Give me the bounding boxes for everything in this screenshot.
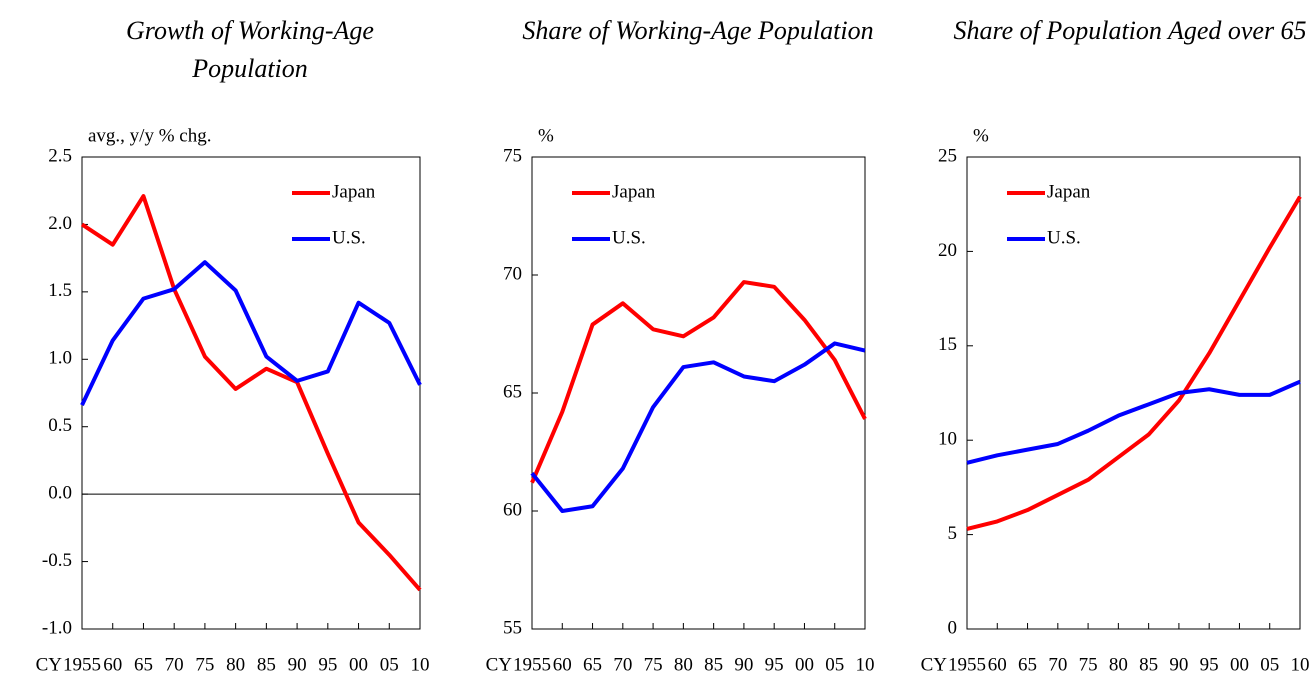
series-line [966,195,1302,531]
x-tick-label: 75 [1079,654,1098,675]
x-tick-label: 75 [644,654,663,675]
x-tick-label: 1955 [948,654,986,675]
y-tick-label: 55 [503,617,522,638]
legend-label: U.S. [612,227,646,248]
y-tick-label: -1.0 [42,617,72,638]
unit-label: % [973,125,989,146]
series-line [530,341,866,513]
chart-title: Share of Working-Age Population [522,16,874,45]
x-prefix: CY [486,654,513,675]
x-tick-label: 05 [825,654,844,675]
x-tick-label: 80 [226,654,245,675]
x-tick-label: 90 [1169,654,1188,675]
chart-title: Share of Population Aged over 65 [953,16,1307,45]
x-tick-label: 00 [795,654,814,675]
legend-label: Japan [332,181,376,202]
series-line [80,260,422,406]
x-tick-label: 00 [349,654,368,675]
plot-frame [966,156,1301,630]
plot-frame [81,156,421,630]
x-tick-label: 65 [1018,654,1037,675]
x-tick-label: 85 [704,654,723,675]
y-tick-label: 1.5 [48,280,72,301]
x-tick-label: 1955 [513,654,551,675]
x-tick-label: 85 [257,654,276,675]
x-tick-label: 10 [856,654,875,675]
y-tick-label: -0.5 [42,550,72,571]
series-line [966,379,1301,465]
x-tick-label: 10 [411,654,430,675]
x-tick-label: 70 [613,654,632,675]
x-tick-label: 1955 [63,654,101,675]
x-tick-label: 70 [1048,654,1067,675]
legend-label: U.S. [1047,227,1081,248]
y-tick-label: 0 [948,617,958,638]
y-tick-label: 2.0 [48,213,72,234]
x-prefix: CY [36,654,63,675]
x-tick-label: 80 [674,654,693,675]
x-tick-label: 75 [195,654,214,675]
y-tick-label: 20 [938,240,957,261]
x-tick-label: 05 [1260,654,1279,675]
x-tick-label: 95 [765,654,784,675]
x-tick-label: 65 [583,654,602,675]
legend-label: U.S. [332,227,366,248]
y-tick-label: 10 [938,429,957,450]
chart-title: Growth of Working-Age Population [126,16,374,83]
y-tick-label: 15 [938,334,957,355]
series-line [530,280,867,484]
x-tick-label: 95 [318,654,337,675]
x-tick-label: 90 [288,654,307,675]
plot-frame [531,156,866,630]
y-tick-label: 75 [503,145,522,166]
legend-label: Japan [1047,181,1091,202]
x-tick-label: 10 [1291,654,1310,675]
y-tick-label: 60 [503,499,522,520]
x-tick-label: 60 [103,654,122,675]
y-tick-label: 70 [503,263,522,284]
x-tick-label: 90 [734,654,753,675]
unit-label: % [538,125,554,146]
y-tick-label: 1.0 [48,348,72,369]
x-tick-label: 95 [1200,654,1219,675]
y-tick-label: 2.5 [48,145,72,166]
y-tick-label: 0.0 [48,483,72,504]
y-tick-label: 0.5 [48,415,72,436]
x-tick-label: 00 [1230,654,1249,675]
x-tick-label: 05 [380,654,399,675]
y-tick-label: 5 [948,523,958,544]
x-tick-label: 70 [165,654,184,675]
y-tick-label: 65 [503,381,522,402]
x-tick-label: 60 [988,654,1007,675]
series-line [80,194,422,592]
legend-label: Japan [612,181,656,202]
x-tick-label: 80 [1109,654,1128,675]
x-prefix: CY [921,654,948,675]
y-tick-label: 25 [938,145,957,166]
x-tick-label: 65 [134,654,153,675]
x-tick-label: 60 [553,654,572,675]
x-tick-label: 85 [1139,654,1158,675]
unit-label: avg., y/y % chg. [88,125,211,146]
